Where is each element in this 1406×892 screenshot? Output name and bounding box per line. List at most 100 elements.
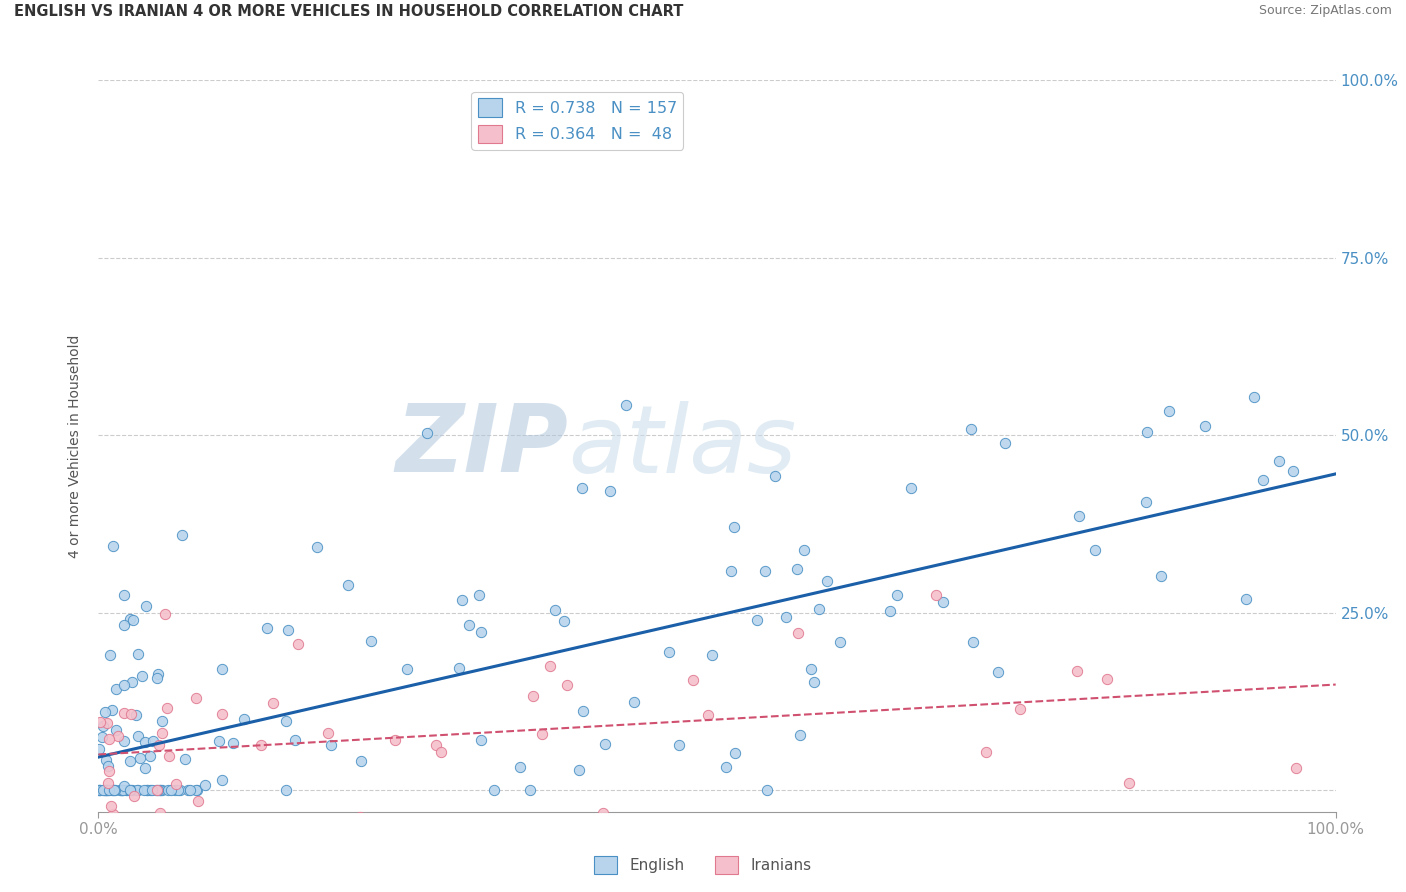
Point xyxy=(89,714,111,729)
Point xyxy=(145,783,167,797)
Legend: English, Iranians: English, Iranians xyxy=(588,850,818,880)
Point xyxy=(538,659,561,673)
Point xyxy=(96,715,118,730)
Point xyxy=(129,750,152,764)
Point xyxy=(553,614,575,628)
Point xyxy=(163,783,186,797)
Point xyxy=(430,745,453,759)
Y-axis label: 4 or more Vehicles in Household: 4 or more Vehicles in Household xyxy=(69,334,83,558)
Point xyxy=(94,705,117,719)
Point xyxy=(157,783,180,797)
Point xyxy=(803,674,825,689)
Point xyxy=(124,789,146,804)
Point xyxy=(1118,776,1140,790)
Point xyxy=(360,633,382,648)
Point xyxy=(1234,591,1257,606)
Point xyxy=(993,436,1015,450)
Point xyxy=(700,648,723,662)
Point xyxy=(105,723,128,738)
Point xyxy=(277,623,299,637)
Point xyxy=(987,665,1010,679)
Point xyxy=(1135,425,1157,439)
Point xyxy=(155,607,177,621)
Point xyxy=(134,761,156,775)
Point xyxy=(134,783,156,797)
Point xyxy=(1268,454,1291,468)
Point xyxy=(319,738,342,752)
Point xyxy=(815,574,838,588)
Point xyxy=(179,783,201,797)
Point xyxy=(121,783,143,797)
Point xyxy=(755,783,778,797)
Text: ZIP: ZIP xyxy=(395,400,568,492)
Point xyxy=(350,754,373,768)
Point xyxy=(305,540,328,554)
Point xyxy=(793,543,815,558)
Point xyxy=(1194,419,1216,434)
Point xyxy=(232,712,254,726)
Point xyxy=(118,783,141,797)
Point xyxy=(668,738,690,752)
Point xyxy=(470,625,492,640)
Point xyxy=(105,681,128,696)
Point xyxy=(93,783,115,797)
Point xyxy=(250,739,273,753)
Point xyxy=(1135,495,1157,509)
Point xyxy=(1084,542,1107,557)
Point xyxy=(94,783,117,797)
Point xyxy=(120,706,142,721)
Point xyxy=(800,662,823,676)
Point xyxy=(112,588,135,602)
Point xyxy=(723,519,745,533)
Point xyxy=(416,425,439,440)
Text: Source: ZipAtlas.com: Source: ZipAtlas.com xyxy=(1258,4,1392,18)
Point xyxy=(509,759,531,773)
Point xyxy=(174,752,197,766)
Point xyxy=(97,776,120,790)
Point xyxy=(172,528,194,542)
Point xyxy=(142,734,165,748)
Point xyxy=(1008,702,1031,716)
Point xyxy=(336,578,359,592)
Text: ENGLISH VS IRANIAN 4 OR MORE VEHICLES IN HOUSEHOLD CORRELATION CHART: ENGLISH VS IRANIAN 4 OR MORE VEHICLES IN… xyxy=(14,4,683,20)
Point xyxy=(211,773,233,788)
Point xyxy=(222,736,245,750)
Point xyxy=(287,637,309,651)
Point xyxy=(384,732,406,747)
Point xyxy=(599,484,621,499)
Point xyxy=(118,754,141,768)
Point xyxy=(879,604,901,618)
Point xyxy=(211,707,233,722)
Point xyxy=(450,593,472,607)
Point xyxy=(449,661,471,675)
Point xyxy=(156,701,179,715)
Point xyxy=(134,819,156,833)
Point xyxy=(974,745,997,759)
Point xyxy=(115,783,138,797)
Point xyxy=(763,468,786,483)
Point xyxy=(468,588,491,602)
Point xyxy=(786,561,808,575)
Point xyxy=(697,707,720,722)
Point xyxy=(89,783,111,797)
Point xyxy=(1067,508,1090,523)
Point xyxy=(150,783,173,797)
Point xyxy=(186,783,208,797)
Point xyxy=(114,734,136,748)
Point xyxy=(789,728,811,742)
Point xyxy=(159,783,181,797)
Point xyxy=(135,599,157,614)
Point xyxy=(131,668,153,682)
Point xyxy=(256,621,278,635)
Point xyxy=(183,819,205,833)
Point xyxy=(91,730,114,744)
Point xyxy=(745,613,768,627)
Point xyxy=(925,588,948,602)
Point xyxy=(141,783,163,797)
Point xyxy=(122,613,145,627)
Point xyxy=(1243,390,1265,404)
Point xyxy=(135,783,157,797)
Point xyxy=(274,714,297,728)
Legend: R = 0.738   N = 157, R = 0.364   N =  48: R = 0.738 N = 157, R = 0.364 N = 48 xyxy=(471,92,683,150)
Point xyxy=(544,603,567,617)
